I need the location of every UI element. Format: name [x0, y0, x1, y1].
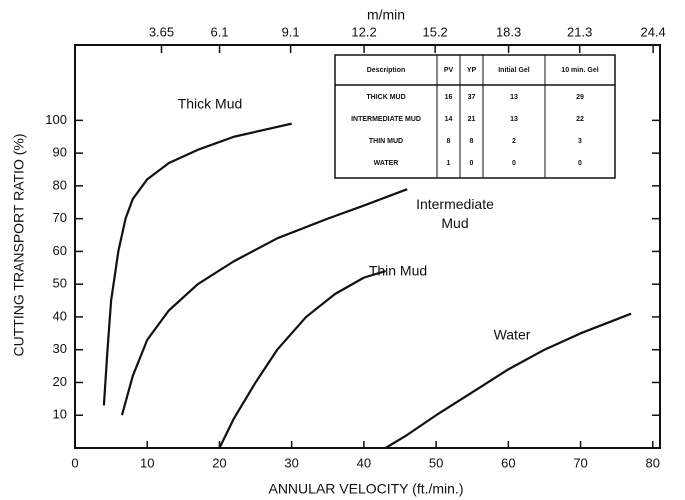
line	[384, 312, 632, 449]
y-tick-label: 20	[53, 374, 67, 389]
table-cell: 2	[512, 138, 516, 145]
series-label: Thin Mud	[369, 263, 427, 279]
line	[120, 188, 408, 416]
series-label: Water	[494, 327, 531, 343]
x2-tick-label: 24.4	[640, 24, 665, 39]
x-tick-label: 50	[429, 455, 443, 470]
line	[218, 270, 386, 449]
table-header: YP	[467, 67, 477, 74]
table-cell: 14	[445, 116, 453, 123]
y-tick-label: 100	[45, 112, 67, 127]
y-tick-label: 70	[53, 210, 67, 225]
x2-tick-label: 3.65	[149, 24, 174, 39]
x2-tick-label: 21.3	[567, 24, 592, 39]
y-tick-label: 80	[53, 177, 67, 192]
series-label: Thick Mud	[178, 96, 243, 112]
x-tick-label: 80	[646, 455, 660, 470]
x2-tick-label: 12.2	[351, 24, 376, 39]
y-tick-label: 30	[53, 341, 67, 356]
table-cell: 1	[447, 160, 451, 167]
table-cell: 8	[447, 138, 451, 145]
y-tick-label: 60	[53, 243, 67, 258]
y-tick-label: 90	[53, 145, 67, 160]
table-header: PV	[444, 67, 454, 74]
y-axis-title: CUTTING TRANSPORT RATIO (%)	[11, 134, 27, 357]
table-cell: 0	[512, 160, 516, 167]
x-tick-label: 0	[71, 455, 78, 470]
table-cell: 29	[576, 94, 584, 101]
table-cell: 0	[578, 160, 582, 167]
x2-tick-label: 15.2	[422, 24, 447, 39]
y-tick-label: 40	[53, 308, 67, 323]
table-frame	[334, 54, 616, 179]
table-header: Initial Gel	[498, 67, 530, 74]
table-cell: 3	[578, 138, 582, 145]
table-cell: 37	[468, 94, 476, 101]
table-header: Description	[367, 67, 406, 74]
table-cell: THIN MUD	[369, 138, 403, 145]
plot-frame	[74, 44, 661, 449]
table-cell: 13	[510, 116, 518, 123]
line	[102, 122, 292, 406]
table-cell: 16	[445, 94, 453, 101]
x-tick-label: 10	[140, 455, 154, 470]
x-tick-label: 30	[284, 455, 298, 470]
table-cell: WATER	[374, 160, 399, 167]
y-tick-label: 10	[53, 407, 67, 422]
table-header: 10 min. Gel	[561, 67, 598, 74]
x-tick-label: 70	[573, 455, 587, 470]
x2-tick-label: 18.3	[496, 24, 521, 39]
y-tick-label: 50	[53, 276, 67, 291]
x2-axis-title: m/min	[367, 7, 405, 23]
table-cell: 21	[468, 116, 476, 123]
x-axis-title: ANNULAR VELOCITY (ft./min.)	[268, 481, 463, 497]
table-cell: 13	[510, 94, 518, 101]
table-cell: 22	[576, 116, 584, 123]
x2-tick-label: 9.1	[282, 24, 300, 39]
table-cell: 0	[470, 160, 474, 167]
x-tick-label: 40	[357, 455, 371, 470]
x2-tick-label: 6.1	[210, 24, 228, 39]
series-label: Intermediate Mud	[416, 196, 494, 231]
x-tick-label: 20	[212, 455, 226, 470]
x-tick-label: 60	[501, 455, 515, 470]
table-cell: THICK MUD	[366, 94, 405, 101]
table-cell: INTERMEDIATE MUD	[351, 116, 421, 123]
table-cell: 8	[470, 138, 474, 145]
series-label-box: Intermediate Mud	[416, 196, 494, 231]
